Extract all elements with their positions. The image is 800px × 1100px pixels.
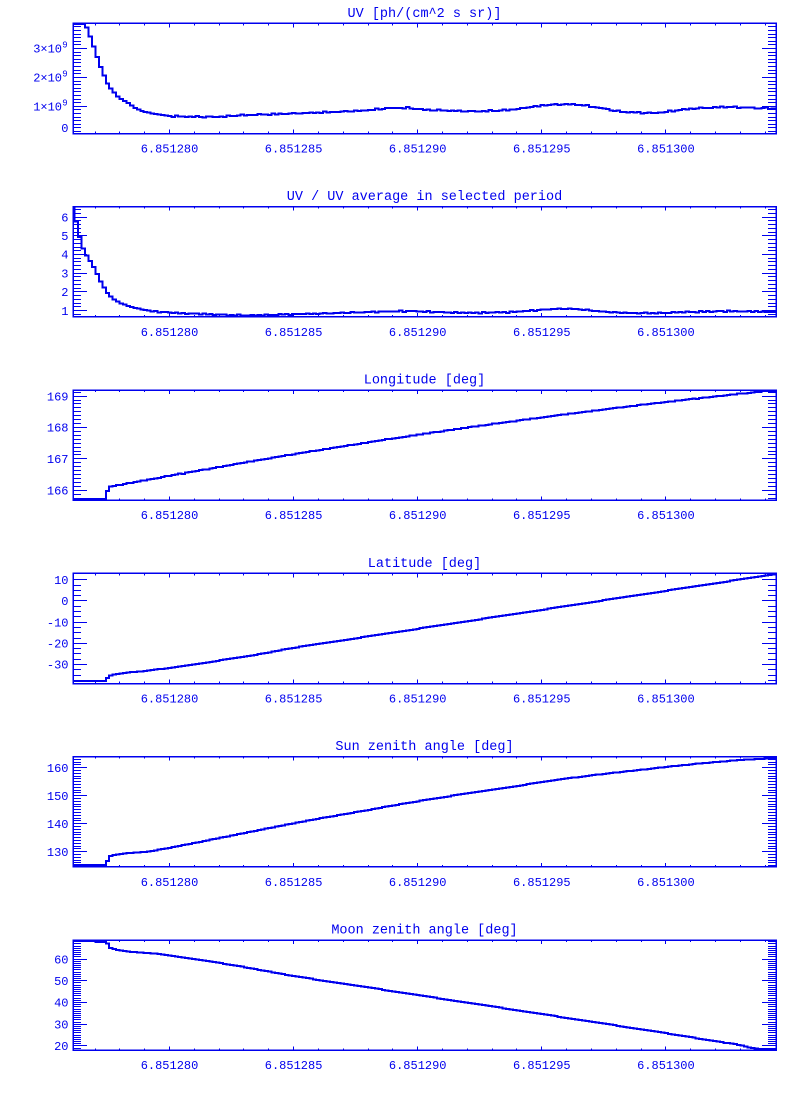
svg-text:6.851300: 6.851300 (637, 693, 695, 707)
svg-text:150: 150 (47, 790, 69, 804)
svg-text:1: 1 (61, 305, 68, 319)
svg-text:6.851295: 6.851295 (513, 876, 571, 890)
svg-text:6.851295: 6.851295 (513, 693, 571, 707)
svg-text:6.851295: 6.851295 (513, 326, 571, 340)
svg-text:6.851300: 6.851300 (637, 1059, 695, 1073)
svg-text:6.851290: 6.851290 (389, 509, 447, 523)
svg-text:60: 60 (54, 953, 68, 967)
svg-text:6.851295: 6.851295 (513, 143, 571, 157)
svg-text:6.851295: 6.851295 (513, 1059, 571, 1073)
svg-text:2×10: 2×10 (33, 72, 62, 86)
svg-text:-10: -10 (47, 616, 69, 630)
svg-text:166: 166 (47, 485, 69, 499)
svg-text:Moon zenith angle [deg]: Moon zenith angle [deg] (331, 924, 517, 939)
svg-text:6.851300: 6.851300 (637, 509, 695, 523)
svg-text:140: 140 (47, 818, 69, 832)
svg-text:6.851280: 6.851280 (141, 876, 199, 890)
svg-text:-20: -20 (47, 638, 69, 652)
svg-text:50: 50 (54, 975, 68, 989)
svg-text:6.851290: 6.851290 (389, 143, 447, 157)
svg-text:6.851290: 6.851290 (389, 876, 447, 890)
svg-text:9: 9 (62, 41, 67, 51)
svg-text:6.851285: 6.851285 (265, 509, 323, 523)
svg-text:130: 130 (47, 846, 69, 860)
svg-text:Sun zenith angle [deg]: Sun zenith angle [deg] (335, 740, 513, 755)
svg-text:3×10: 3×10 (33, 43, 62, 57)
svg-text:6.851285: 6.851285 (265, 876, 323, 890)
svg-text:Longitude [deg]: Longitude [deg] (364, 374, 486, 389)
svg-text:2: 2 (61, 286, 68, 300)
svg-text:0: 0 (61, 122, 68, 136)
svg-text:6.851295: 6.851295 (513, 509, 571, 523)
svg-text:6.851280: 6.851280 (141, 1059, 199, 1073)
svg-text:168: 168 (47, 422, 69, 436)
svg-text:6.851300: 6.851300 (637, 326, 695, 340)
svg-text:30: 30 (54, 1018, 68, 1032)
svg-text:6.851280: 6.851280 (141, 509, 199, 523)
svg-text:6.851290: 6.851290 (389, 1059, 447, 1073)
svg-text:1×10: 1×10 (33, 101, 62, 115)
svg-text:6.851280: 6.851280 (141, 143, 199, 157)
svg-text:10: 10 (54, 574, 68, 588)
svg-text:UV [ph/(cm^2 s sr)]: UV [ph/(cm^2 s sr)] (348, 7, 502, 22)
svg-text:3: 3 (61, 267, 68, 281)
svg-text:6.851285: 6.851285 (265, 326, 323, 340)
svg-text:6.851290: 6.851290 (389, 326, 447, 340)
svg-text:40: 40 (54, 997, 68, 1011)
svg-text:6.851280: 6.851280 (141, 326, 199, 340)
svg-text:20: 20 (54, 1040, 68, 1054)
svg-text:UV / UV average in selected pe: UV / UV average in selected period (287, 190, 562, 205)
svg-text:6.851300: 6.851300 (637, 876, 695, 890)
svg-text:167: 167 (47, 453, 69, 467)
svg-text:9: 9 (62, 99, 67, 109)
svg-text:4: 4 (61, 249, 68, 263)
svg-text:5: 5 (61, 230, 68, 244)
svg-text:6.851285: 6.851285 (265, 1059, 323, 1073)
svg-text:6.851280: 6.851280 (141, 693, 199, 707)
svg-text:6: 6 (61, 211, 68, 225)
svg-text:6.851285: 6.851285 (265, 693, 323, 707)
svg-text:-30: -30 (47, 659, 69, 673)
svg-text:169: 169 (47, 390, 69, 404)
svg-text:6.851300: 6.851300 (637, 143, 695, 157)
svg-text:6.851290: 6.851290 (389, 693, 447, 707)
svg-text:160: 160 (47, 762, 69, 776)
svg-text:Latitude [deg]: Latitude [deg] (368, 557, 481, 572)
svg-text:6.851285: 6.851285 (265, 143, 323, 157)
svg-text:0: 0 (61, 595, 68, 609)
svg-text:9: 9 (62, 70, 67, 80)
